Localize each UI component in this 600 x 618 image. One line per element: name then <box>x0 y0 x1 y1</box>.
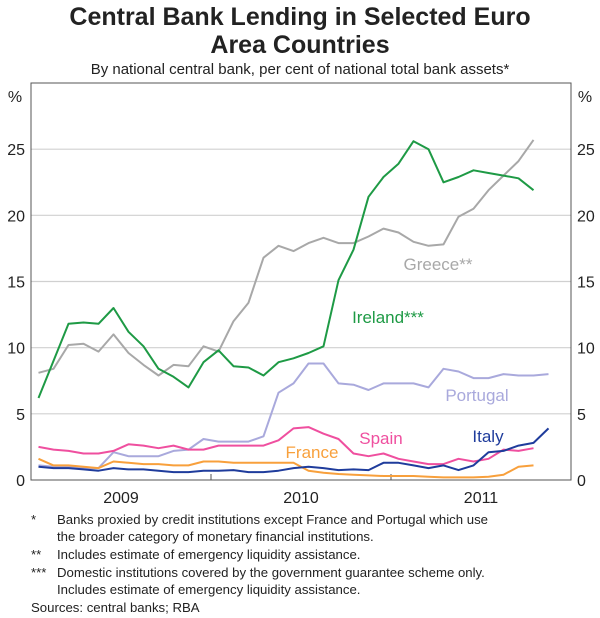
y-tick-label-right: 25 <box>577 142 595 159</box>
y-tick-label-right: 0 <box>577 473 586 490</box>
plot-frame <box>30 82 572 481</box>
footnote-marker: * <box>31 512 37 527</box>
chart-title-line-1: Central Bank Lending in Selected Euro <box>69 3 530 31</box>
chart: Central Bank Lending in Selected Euro Ar… <box>7 3 595 505</box>
series-line-portugal <box>38 362 549 470</box>
footnote-text: Includes estimate of emergency liquidity… <box>57 581 361 597</box>
series-label-ireland: Ireland*** <box>352 308 424 327</box>
footnote-text: the broader category of monetary financi… <box>57 529 374 544</box>
series-label-italy: Italy <box>472 427 504 446</box>
series-label-greece: Greece** <box>404 255 473 274</box>
chart-subtitle: By national central bank, per cent of na… <box>91 61 510 78</box>
y-tick-label-left: 20 <box>7 208 25 225</box>
sources: Sources: central banks; RBA <box>31 600 200 615</box>
series-line-greece <box>38 139 535 377</box>
series-line-france <box>38 457 534 479</box>
y-tick-label-left: 10 <box>7 341 25 358</box>
series-label-portugal: Portugal <box>445 386 508 405</box>
footnote-marker: ** <box>31 547 42 562</box>
series-line-spain <box>38 426 534 466</box>
footnote-text: Domestic institutions covered by the gov… <box>57 564 485 580</box>
y-tick-label-right: 10 <box>577 341 595 358</box>
footnote-text: Includes estimate of emergency liquidity… <box>57 547 361 562</box>
x-tick-label: 2009 <box>103 490 139 505</box>
y-tick-label-left: 5 <box>16 407 25 424</box>
series-line-ireland <box>37 140 535 399</box>
y-unit-right: % <box>578 89 592 106</box>
y-tick-label-left: 15 <box>7 275 25 292</box>
x-tick-label: 2010 <box>283 490 319 505</box>
series-label-spain: Spain <box>359 429 402 448</box>
footnote-marker: *** <box>31 564 47 580</box>
y-tick-label-right: 15 <box>577 275 595 292</box>
y-tick-label-left: 0 <box>16 473 25 490</box>
footnote-text: Banks proxied by credit institutions exc… <box>57 512 489 527</box>
y-unit-left: % <box>8 89 22 106</box>
series-line-italy <box>38 427 550 474</box>
chart-title-line-2: Area Countries <box>210 31 389 59</box>
y-tick-label-right: 20 <box>577 208 595 225</box>
series-label-france: France <box>286 443 339 462</box>
x-tick-label: 2011 <box>464 490 499 505</box>
y-tick-label-right: 5 <box>577 407 586 424</box>
y-tick-label-left: 25 <box>7 142 25 159</box>
